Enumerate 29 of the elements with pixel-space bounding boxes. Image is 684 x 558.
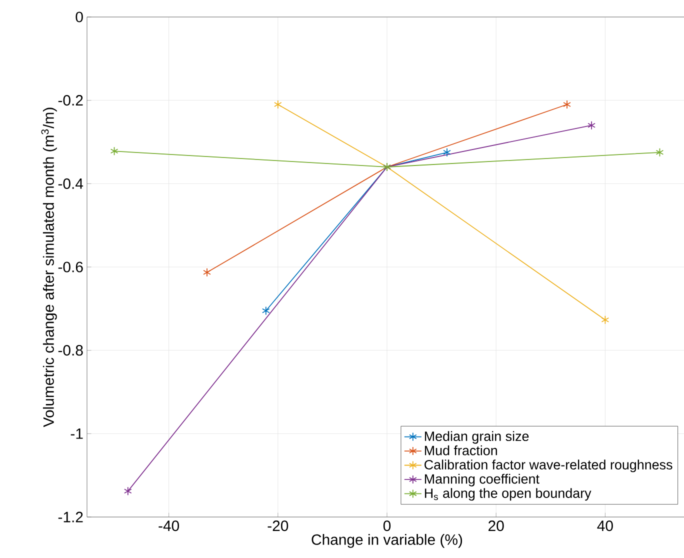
y-axis-title: Volumetric change after simulated month (m$^{3}$/m) bbox=[41, 108, 57, 428]
y-tick-label: 0 bbox=[76, 12, 83, 22]
x-tick-label: 0 bbox=[383, 520, 391, 532]
x-axis-title: Change in variable (%) bbox=[312, 534, 462, 548]
point bbox=[124, 486, 132, 496]
legend-label: Calibration factor wave-related roughness bbox=[424, 460, 672, 472]
y-tick-label: -0.8 bbox=[58, 345, 83, 356]
x-tick-label: 40 bbox=[597, 520, 613, 532]
y-tick-label: -0.6 bbox=[58, 262, 83, 272]
x-tick-label: 20 bbox=[488, 520, 504, 532]
legend-label: Median grain size bbox=[424, 431, 529, 444]
point bbox=[563, 100, 571, 109]
point bbox=[203, 268, 211, 277]
y-tick-label: -0.2 bbox=[58, 95, 83, 106]
point bbox=[656, 148, 664, 157]
y-tick-label: -1.2 bbox=[58, 512, 83, 522]
y-tick-label: -0.4 bbox=[58, 178, 84, 189]
legend-label: Mud fraction bbox=[424, 445, 497, 456]
y-tick-label: -1 bbox=[70, 428, 83, 439]
point bbox=[110, 146, 118, 156]
x-tick-label: -40 bbox=[158, 520, 180, 532]
point bbox=[262, 306, 270, 316]
point bbox=[274, 100, 282, 109]
x-tick-label: -20 bbox=[268, 520, 288, 532]
point bbox=[443, 148, 451, 157]
legend-label: H$_{s}$ along the open boundary bbox=[424, 488, 592, 501]
legend-label: Manning coefficient bbox=[424, 474, 540, 486]
point bbox=[601, 315, 610, 324]
point bbox=[588, 120, 596, 130]
